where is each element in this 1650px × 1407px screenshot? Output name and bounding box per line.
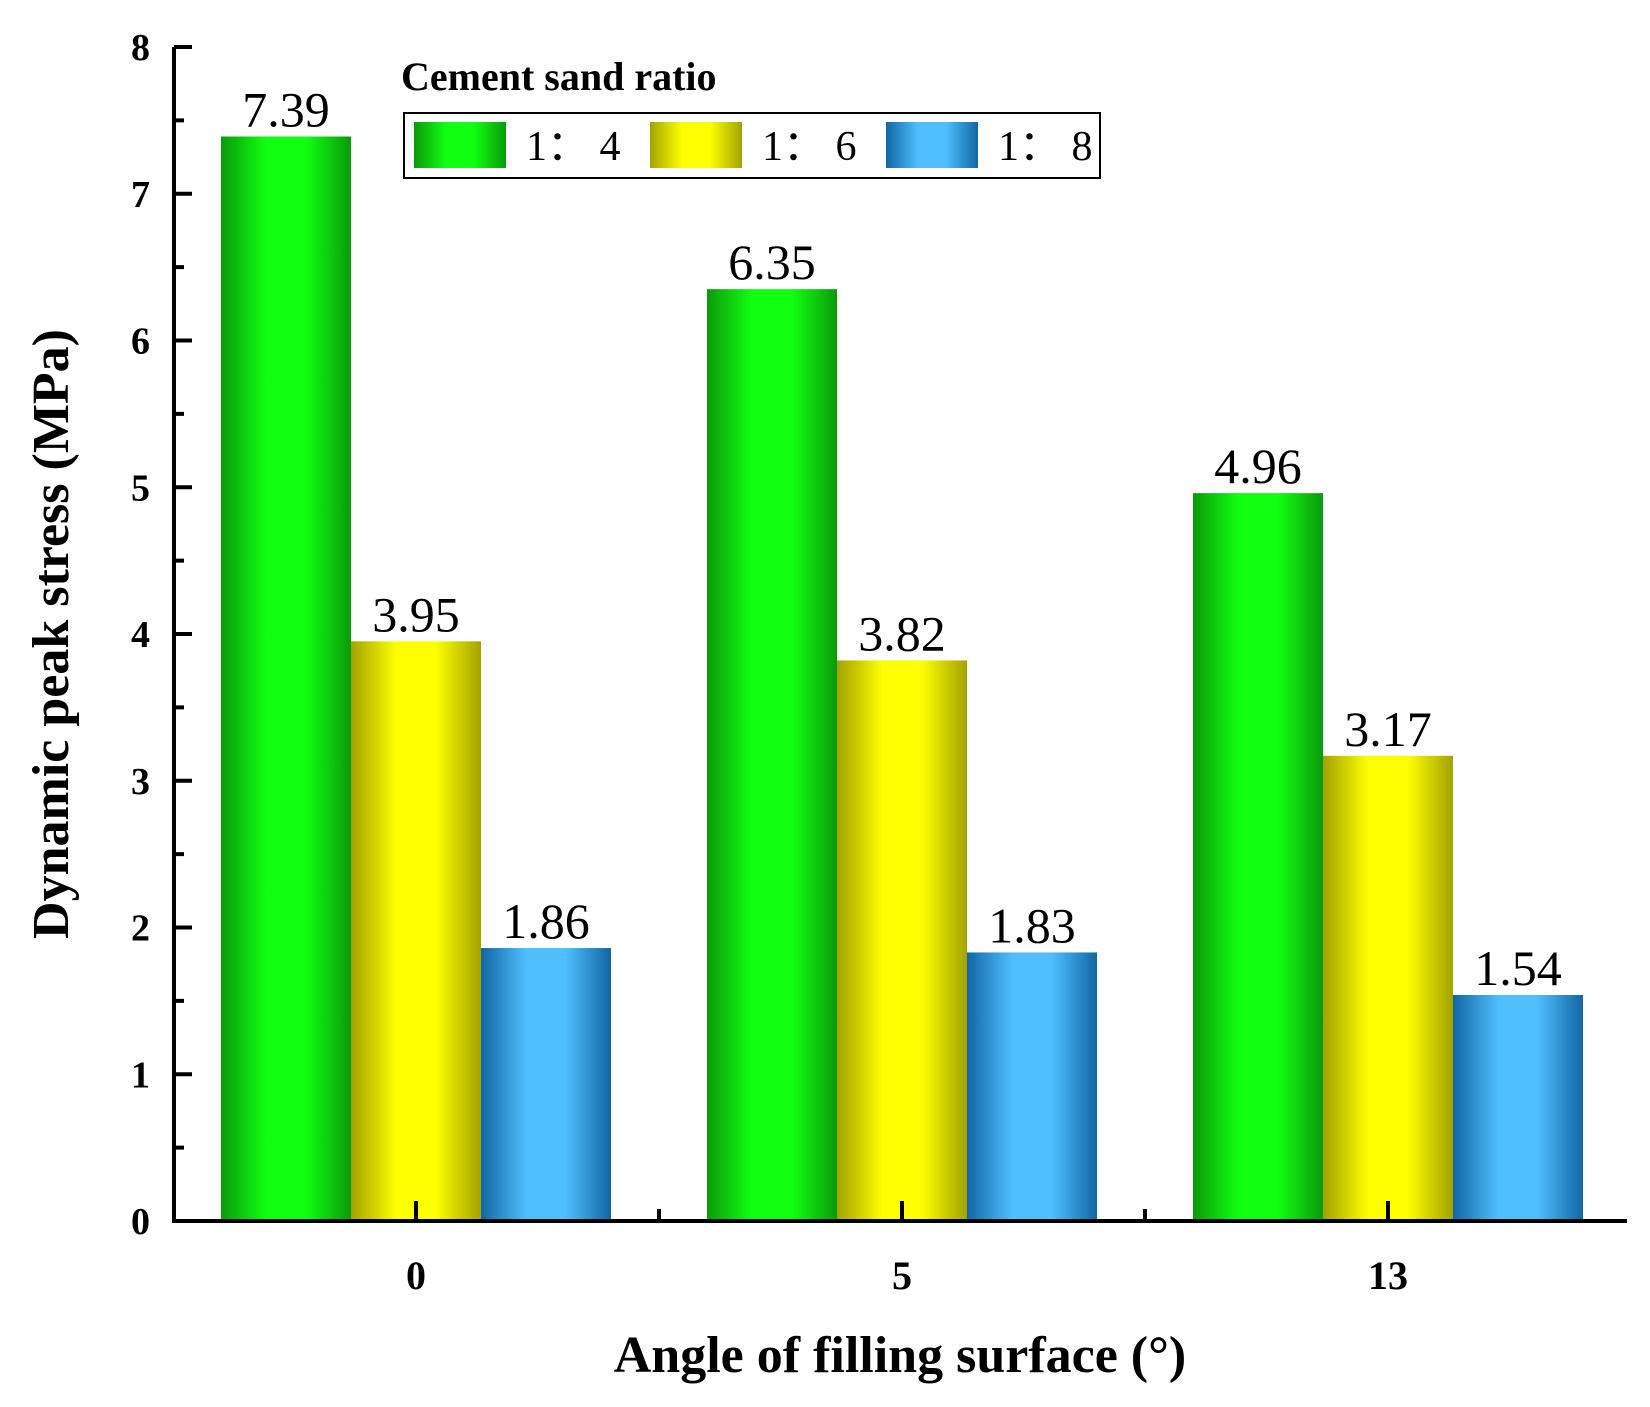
- legend-swatch-series-3: [886, 122, 978, 168]
- data-label-0-series-3: 1.86: [502, 893, 590, 949]
- y-tick-label: 2: [131, 908, 150, 950]
- data-label-13-series-2: 3.17: [1344, 701, 1432, 757]
- x-tick-label: 13: [1368, 1253, 1408, 1298]
- bar-13-series-3: [1453, 995, 1583, 1221]
- data-label-0-series-1: 7.39: [242, 82, 330, 138]
- bar-13-series-1: [1193, 493, 1323, 1221]
- bar-0-series-2: [351, 641, 481, 1221]
- bar-0-series-1: [221, 136, 351, 1222]
- y-tick-label: 7: [131, 174, 150, 216]
- legend-swatch-series-2: [650, 122, 742, 168]
- y-tick-label: 4: [131, 614, 150, 656]
- legend-box: [403, 112, 1101, 179]
- data-label-5-series-3: 1.83: [988, 897, 1076, 953]
- bar-5-series-1: [707, 289, 837, 1221]
- y-tick-label: 1: [131, 1054, 150, 1096]
- legend-title: Cement sand ratio: [401, 54, 717, 99]
- data-label-5-series-2: 3.82: [858, 605, 946, 661]
- y-tick-label: 8: [131, 27, 150, 69]
- bars-layer: [221, 136, 1583, 1222]
- y-tick-label: 5: [131, 467, 150, 509]
- y-tick-label: 6: [131, 321, 150, 363]
- x-ticks: 0 5 13: [406, 1201, 1408, 1298]
- y-ticks: 0 1 2 3 4 5 6 7 8: [131, 27, 192, 1243]
- data-label-13-series-3: 1.54: [1474, 940, 1562, 996]
- legend-label-series-2: 1： 6: [762, 124, 857, 170]
- data-label-0-series-2: 3.95: [372, 586, 460, 642]
- data-labels: 7.39 3.95 1.86 6.35 3.82 1.83 4.96 3.17 1.54: [242, 82, 1562, 996]
- bar-0-series-3: [481, 948, 611, 1221]
- legend-label-series-1: 1： 4: [526, 124, 621, 170]
- legend-label-series-3: 1： 8: [998, 124, 1093, 170]
- y-tick-label: 0: [131, 1201, 150, 1243]
- legend: Cement sand ratio 1： 4 1： 6 1： 8: [401, 54, 1101, 179]
- y-tick-label: 3: [131, 761, 150, 803]
- legend-swatch-series-1: [414, 122, 506, 168]
- y-axis-title: Dynamic peak stress (MPa): [23, 329, 80, 939]
- bar-13-series-2: [1323, 755, 1453, 1221]
- data-label-13-series-1: 4.96: [1214, 438, 1302, 494]
- x-tick-label: 5: [892, 1253, 912, 1298]
- x-axis-title: Angle of filling surface (°): [614, 1327, 1186, 1384]
- bar-5-series-3: [967, 952, 1097, 1221]
- data-label-5-series-1: 6.35: [728, 234, 816, 290]
- x-tick-label: 0: [406, 1253, 426, 1298]
- bar-5-series-2: [837, 660, 967, 1221]
